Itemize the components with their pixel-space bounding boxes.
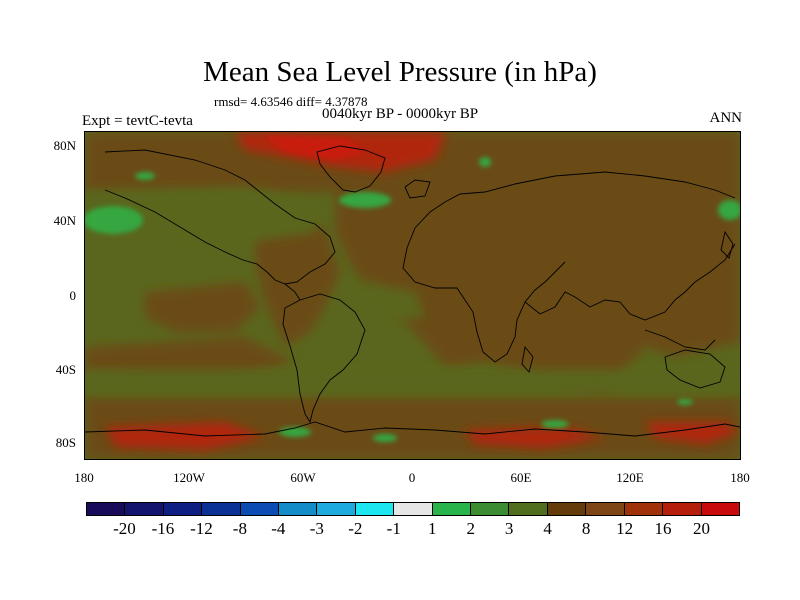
colorbar-label: 8 <box>581 519 591 538</box>
colorbar-swatch <box>202 503 241 515</box>
colorbar-label: 20 <box>693 519 711 538</box>
colorbar-swatch <box>355 503 395 515</box>
map-field <box>85 132 740 459</box>
field-olive-bands <box>85 187 740 392</box>
colorbar-swatch <box>163 503 203 515</box>
lat-label-40n: 40N <box>53 213 76 228</box>
lon-label-60w: 60W <box>290 470 316 485</box>
colorbar <box>86 502 740 516</box>
stats-label: rmsd= 4.63546 diff= 4.37878 <box>214 94 368 109</box>
colorbar-swatch <box>624 503 664 515</box>
colorbar-swatch <box>125 503 164 515</box>
colorbar-swatch <box>394 503 433 515</box>
colorbar-swatch <box>432 503 472 515</box>
season-label: ANN <box>709 110 743 126</box>
colorbar-swatch <box>509 503 548 515</box>
colorbar-label: 3 <box>504 519 514 538</box>
colorbar-label: -8 <box>232 519 247 538</box>
lon-label-120w: 120W <box>173 470 205 485</box>
field-green-spots <box>85 157 740 442</box>
colorbar-label: -3 <box>309 519 324 538</box>
colorbar-swatch <box>701 503 739 515</box>
colorbar-label: -16 <box>151 519 175 538</box>
colorbar-label: 12 <box>616 519 634 538</box>
colorbar-label: 1 <box>427 519 437 538</box>
lat-label-40s: 40S <box>55 362 76 377</box>
lat-label-0: 0 <box>69 288 77 303</box>
colorbar-swatch <box>586 503 625 515</box>
lat-label-80n: 80N <box>53 138 76 153</box>
colorbar-swatch <box>240 503 280 515</box>
lon-label-0: 0 <box>408 470 416 485</box>
colorbar-swatch <box>547 503 587 515</box>
colorbar-label: 4 <box>543 519 552 538</box>
colorbar-swatch <box>471 503 510 515</box>
colorbar-label: -2 <box>348 519 363 538</box>
colorbar-label: 2 <box>466 519 475 538</box>
experiment-label: Expt = tevtC-tevta <box>82 113 193 129</box>
colorbar-label: -4 <box>271 519 286 538</box>
colorbar-label: -12 <box>190 519 213 538</box>
colorbar-swatch <box>87 503 126 515</box>
lon-label-120e: 120E <box>616 470 644 485</box>
pressure-map <box>84 131 741 460</box>
map-title: Mean Sea Level Pressure (in hPa) <box>203 56 597 88</box>
lon-label-60e: 60E <box>510 470 532 485</box>
lat-label-80s: 80S <box>55 435 76 450</box>
colorbar-label: 16 <box>654 519 672 538</box>
colorbar-swatch <box>317 503 356 515</box>
colorbar-label: -20 <box>113 519 136 538</box>
colorbar-swatch <box>663 503 702 515</box>
lon-label-180e: 180 <box>730 470 750 485</box>
coastlines <box>85 145 740 437</box>
colorbar-label: -1 <box>386 519 401 538</box>
period-label: 0040kyr BP - 0000kyr BP <box>322 106 479 122</box>
field-red-core <box>265 136 365 160</box>
lon-label-180w: 180 <box>74 470 94 485</box>
colorbar-swatch <box>279 503 318 515</box>
